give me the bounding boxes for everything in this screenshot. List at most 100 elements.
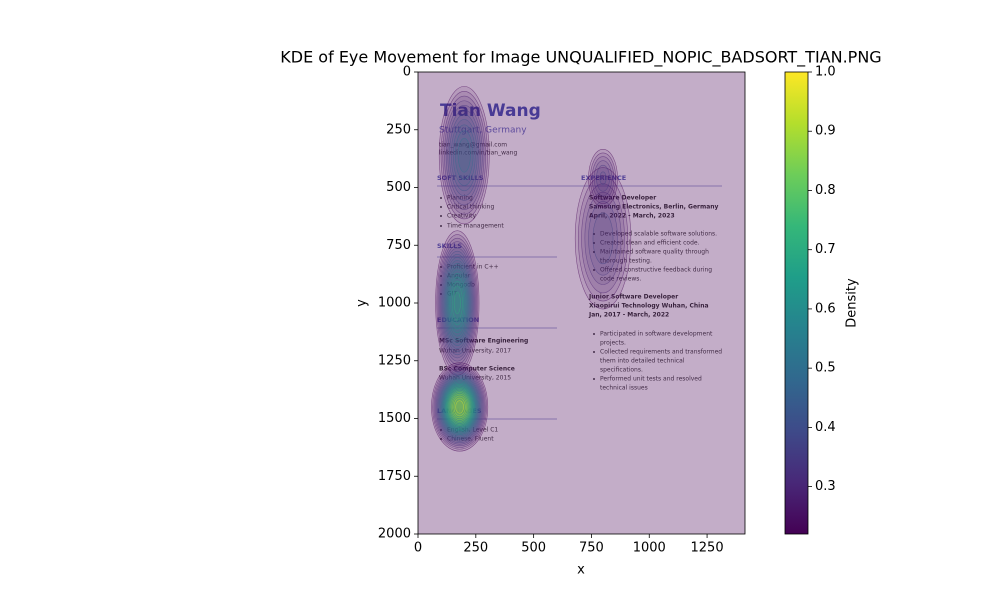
- resume-text: BSc Computer Science: [439, 366, 515, 373]
- colorbar-tick-label: 0.4: [815, 420, 836, 435]
- density-contour: [453, 291, 461, 315]
- resume-text: Chinese, Fluent: [447, 436, 494, 443]
- density-contour: [596, 164, 610, 192]
- x-tick-label: 0: [414, 541, 422, 556]
- density-contour: [574, 167, 632, 310]
- resume-text: Time management: [446, 223, 504, 230]
- density-contour: [452, 395, 467, 419]
- density-contour: [450, 392, 470, 422]
- resume-text: Samsung Electronics, Berlin, Germany: [589, 204, 719, 211]
- resume-text: Angular: [447, 273, 471, 280]
- colorbar-label: Density: [845, 278, 860, 328]
- x-tick-label: 750: [579, 541, 604, 556]
- bullet: [593, 333, 595, 335]
- resume-text: Wuhan University, 2017: [439, 348, 511, 355]
- colorbar-tick-label: 0.5: [815, 361, 836, 376]
- resume-text: Collected requirements and transformed: [600, 349, 722, 356]
- density-contour: [581, 183, 625, 294]
- density-contour: [447, 109, 482, 201]
- resume-text: LANGUAGES: [437, 407, 482, 415]
- resume-text: Junior Software Developer: [588, 294, 678, 301]
- chart-title: KDE of Eye Movement for Image UNQUALIFIE…: [280, 48, 881, 68]
- density-contour: [599, 171, 607, 185]
- bullet: [593, 242, 595, 244]
- resume-text: linkedin.com/in/tian_wang: [439, 150, 517, 157]
- y-tick-label: 500: [386, 180, 411, 195]
- density-contour: [588, 148, 618, 208]
- bullet: [593, 233, 595, 235]
- colorbar-tick-label: 0.7: [815, 242, 836, 257]
- density-contour: [431, 362, 489, 452]
- resume-text: projects.: [600, 340, 626, 347]
- resume-text: English, Level C1: [447, 427, 498, 434]
- density-contour: [450, 280, 465, 326]
- density-contour: [593, 160, 613, 197]
- resume-text: Maintained software quality through: [600, 249, 709, 256]
- resume-text: technical issues: [600, 385, 648, 392]
- resume-text: specifications.: [600, 367, 643, 374]
- y-tick-label: 2000: [378, 527, 411, 542]
- resume-text: SKILLS: [437, 242, 462, 250]
- colorbar-tick-label: 0.8: [815, 183, 836, 198]
- density-contour: [447, 387, 472, 427]
- resume-text: Planning: [447, 195, 473, 202]
- resume-text: Xiaopirui Technology Wuhan, China: [589, 303, 709, 310]
- density-contour: [443, 381, 477, 433]
- density-contour: [591, 156, 615, 201]
- resume-text: Offered constructive feedback during: [600, 267, 712, 274]
- resume-text: GIT: [447, 291, 457, 298]
- density-contour: [592, 212, 614, 265]
- bullet: [440, 225, 442, 227]
- density-contour: [443, 257, 472, 349]
- density-contour: [450, 119, 478, 192]
- bullet: [593, 269, 595, 271]
- resume-text: Developed scalable software solutions.: [600, 231, 717, 238]
- density-contour: [444, 100, 485, 210]
- density-contour: [439, 244, 476, 362]
- x-tick-label: 250: [463, 541, 488, 556]
- density-contour: [578, 175, 628, 302]
- x-tick-label: 1000: [633, 541, 666, 556]
- bullet: [440, 197, 442, 199]
- density-contour: [449, 114, 480, 197]
- colorbar-tick-label: 1.0: [815, 65, 836, 80]
- density-contour: [442, 253, 473, 353]
- density-contour: [442, 95, 487, 215]
- resume-text: Creativity: [447, 213, 476, 220]
- plot-area: Tian Wang Stuttgart, Germany tian_wang@gma…: [418, 72, 745, 534]
- image-background: [418, 72, 745, 534]
- x-tick-label: 1250: [691, 541, 724, 556]
- resume-text: EXPERIENCE: [581, 174, 626, 182]
- y-tick-label: 1500: [378, 411, 411, 426]
- density-contour: [448, 273, 467, 333]
- density-contour: [438, 373, 481, 441]
- resume-text: Participated in software development: [600, 331, 713, 338]
- y-tick-label: 0: [403, 65, 411, 80]
- colorbar: [784, 71, 809, 535]
- bullet: [593, 351, 595, 353]
- density-contour: [445, 385, 474, 429]
- resume-text: Jan, 2017 - March, 2022: [588, 312, 669, 319]
- density-contour: [455, 400, 464, 414]
- density-contour: [438, 241, 477, 365]
- resume-text: tian_wang@gmail.com: [439, 142, 507, 149]
- resume-text: Stuttgart, Germany: [439, 126, 527, 136]
- colorbar-tick-label: 0.9: [815, 124, 836, 139]
- y-tick-label: 1750: [378, 469, 411, 484]
- y-tick-label: 750: [386, 238, 411, 253]
- y-tick-label: 1000: [378, 296, 411, 311]
- density-contour: [452, 124, 476, 186]
- density-contour: [432, 364, 487, 450]
- resume-text: Software Developer: [589, 195, 656, 202]
- resume-text: Created clean and efficient code.: [600, 240, 700, 247]
- resume-text: Wuhan University, 2015: [439, 375, 511, 382]
- bullet: [593, 378, 595, 380]
- x-tick-label: 500: [521, 541, 546, 556]
- density-contour: [448, 389, 472, 425]
- resume-text: MSc Software Engineering: [439, 338, 528, 345]
- density-contour: [449, 276, 466, 330]
- density-contour: [447, 269, 468, 337]
- density-contour: [444, 382, 476, 432]
- density-contour: [445, 263, 470, 343]
